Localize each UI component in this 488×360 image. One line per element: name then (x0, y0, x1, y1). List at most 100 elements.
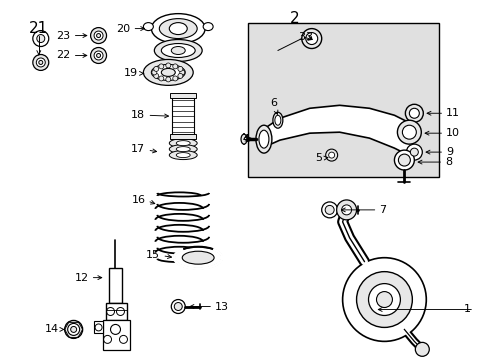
Bar (102, 320, 130, 350)
Circle shape (159, 76, 163, 81)
Ellipse shape (255, 125, 271, 153)
Circle shape (376, 292, 392, 307)
Ellipse shape (151, 64, 185, 80)
Ellipse shape (241, 134, 246, 144)
Circle shape (159, 64, 163, 69)
Ellipse shape (176, 153, 190, 158)
Circle shape (405, 104, 423, 122)
Ellipse shape (169, 150, 197, 159)
Circle shape (90, 28, 106, 44)
Text: 18: 18 (131, 110, 145, 120)
Circle shape (94, 31, 103, 40)
Circle shape (180, 70, 184, 75)
Ellipse shape (151, 14, 205, 44)
Text: 17: 17 (131, 144, 145, 154)
Ellipse shape (176, 147, 190, 152)
Text: 16: 16 (131, 195, 145, 205)
Circle shape (178, 67, 183, 71)
Ellipse shape (169, 23, 187, 35)
Circle shape (96, 54, 101, 58)
Bar (170, 134, 196, 139)
Circle shape (397, 120, 421, 144)
Circle shape (174, 302, 182, 310)
Circle shape (336, 200, 356, 220)
Text: 19: 19 (124, 68, 138, 78)
Circle shape (165, 77, 170, 82)
Circle shape (67, 323, 80, 336)
Circle shape (368, 284, 400, 315)
Bar (170, 93, 196, 98)
Text: 15: 15 (146, 250, 160, 260)
Ellipse shape (161, 68, 175, 76)
Ellipse shape (259, 130, 268, 148)
Text: 4: 4 (243, 134, 249, 144)
Circle shape (178, 73, 183, 78)
Ellipse shape (143, 23, 153, 31)
Text: 20: 20 (116, 24, 130, 33)
Text: 5: 5 (314, 153, 321, 163)
Ellipse shape (174, 247, 222, 269)
Circle shape (402, 125, 415, 139)
Text: 10: 10 (446, 128, 459, 138)
Ellipse shape (161, 44, 195, 58)
Polygon shape (262, 105, 413, 158)
Circle shape (33, 31, 49, 46)
Text: 3: 3 (297, 32, 304, 41)
Bar (108, 268, 122, 302)
Circle shape (64, 320, 82, 338)
Ellipse shape (182, 251, 214, 264)
Circle shape (153, 67, 159, 71)
Circle shape (321, 202, 337, 218)
Ellipse shape (159, 19, 197, 39)
Text: 2: 2 (289, 11, 299, 26)
Circle shape (356, 272, 411, 328)
Ellipse shape (169, 139, 197, 148)
Circle shape (172, 64, 178, 69)
Circle shape (305, 32, 317, 45)
Circle shape (172, 76, 178, 81)
Ellipse shape (203, 23, 213, 31)
Text: 7: 7 (379, 205, 386, 215)
Circle shape (301, 28, 321, 49)
Bar (247, 23, 438, 177)
Circle shape (414, 342, 428, 356)
Circle shape (341, 205, 351, 215)
Ellipse shape (154, 40, 202, 62)
Text: 9: 9 (446, 147, 452, 157)
Text: 12: 12 (74, 273, 88, 283)
Circle shape (71, 327, 77, 332)
Bar (172, 97, 194, 135)
Circle shape (96, 33, 101, 37)
Circle shape (342, 258, 426, 341)
Bar (105, 302, 127, 320)
Circle shape (36, 58, 45, 67)
Circle shape (328, 152, 334, 158)
Circle shape (94, 51, 103, 60)
Circle shape (406, 144, 422, 160)
Text: 4: 4 (243, 134, 249, 144)
Text: 6: 6 (270, 98, 277, 108)
Circle shape (171, 300, 185, 314)
Circle shape (408, 108, 419, 118)
Ellipse shape (171, 46, 185, 54)
Text: 3: 3 (304, 32, 311, 41)
Circle shape (325, 206, 333, 214)
Ellipse shape (143, 59, 193, 85)
Text: 13: 13 (215, 302, 229, 311)
Circle shape (398, 154, 409, 166)
Text: 23: 23 (57, 31, 71, 41)
Text: 1: 1 (463, 305, 470, 315)
Circle shape (152, 70, 157, 75)
Circle shape (394, 150, 413, 170)
Ellipse shape (274, 115, 280, 125)
Circle shape (325, 149, 337, 161)
Text: 21: 21 (29, 21, 48, 36)
Circle shape (90, 48, 106, 63)
Circle shape (153, 73, 159, 78)
Text: 8: 8 (444, 157, 451, 167)
Text: 11: 11 (446, 108, 459, 118)
Bar (93, 321, 102, 333)
Ellipse shape (169, 145, 197, 154)
Circle shape (165, 63, 170, 68)
Circle shape (409, 148, 417, 156)
